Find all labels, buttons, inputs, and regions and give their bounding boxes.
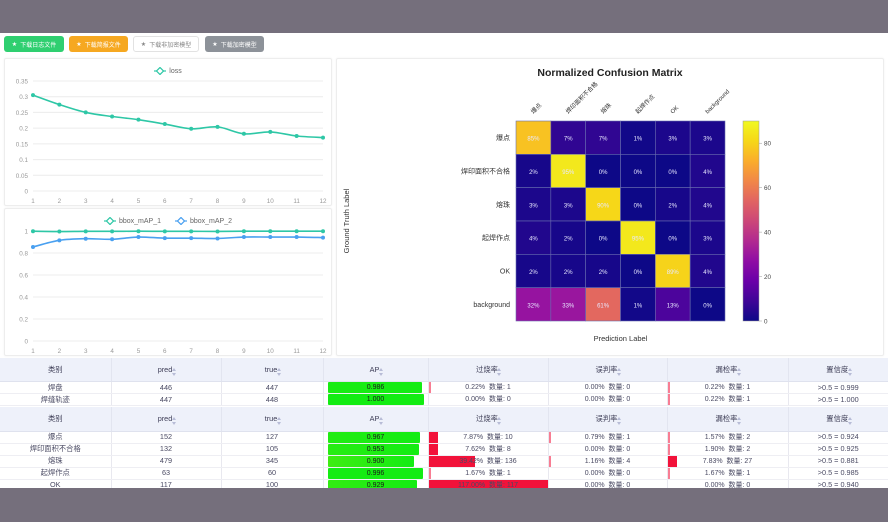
- svg-text:2%: 2%: [564, 237, 573, 243]
- svg-text:熔珠: 熔珠: [496, 200, 510, 209]
- svg-text:0: 0: [24, 339, 28, 346]
- svg-text:0%: 0%: [668, 170, 677, 176]
- svg-text:9: 9: [242, 198, 246, 205]
- svg-text:7%: 7%: [599, 137, 608, 143]
- svg-text:2%: 2%: [668, 203, 677, 209]
- svg-text:3%: 3%: [529, 203, 538, 209]
- svg-text:32%: 32%: [527, 303, 540, 309]
- svg-text:2%: 2%: [599, 270, 608, 276]
- svg-text:3: 3: [84, 198, 88, 205]
- svg-text:0.6: 0.6: [19, 273, 28, 280]
- svg-text:OK: OK: [670, 105, 680, 115]
- svg-text:1: 1: [31, 198, 35, 205]
- svg-text:95%: 95%: [632, 237, 645, 243]
- svg-text:1%: 1%: [634, 137, 643, 143]
- svg-text:5: 5: [137, 198, 141, 205]
- svg-text:95%: 95%: [562, 170, 575, 176]
- svg-text:2%: 2%: [564, 270, 573, 276]
- svg-text:0.2: 0.2: [19, 126, 28, 133]
- svg-text:20: 20: [764, 274, 772, 281]
- svg-text:焊印面积不合格: 焊印面积不合格: [564, 80, 599, 115]
- svg-text:7: 7: [189, 348, 193, 355]
- svg-text:33%: 33%: [562, 303, 575, 309]
- svg-text:60: 60: [764, 185, 772, 192]
- svg-text:1: 1: [31, 348, 35, 355]
- svg-text:background: background: [473, 302, 510, 309]
- svg-text:12: 12: [319, 198, 327, 205]
- svg-text:0: 0: [24, 189, 28, 196]
- svg-text:80: 80: [764, 141, 772, 148]
- svg-text:起焊作点: 起焊作点: [482, 233, 510, 242]
- svg-text:4: 4: [110, 348, 114, 355]
- svg-text:10: 10: [267, 348, 275, 355]
- svg-text:1%: 1%: [634, 303, 643, 309]
- svg-text:3%: 3%: [703, 237, 712, 243]
- svg-text:89%: 89%: [667, 270, 680, 276]
- svg-text:6: 6: [163, 198, 167, 205]
- svg-text:3%: 3%: [564, 203, 573, 209]
- svg-text:0.25: 0.25: [16, 110, 29, 117]
- svg-text:Ground Truth Label: Ground Truth Label: [342, 188, 351, 253]
- svg-text:0.3: 0.3: [19, 94, 28, 101]
- svg-text:爆点: 爆点: [529, 101, 543, 115]
- svg-text:12: 12: [319, 348, 327, 355]
- svg-text:2%: 2%: [529, 270, 538, 276]
- svg-text:3: 3: [84, 348, 88, 355]
- svg-text:7: 7: [189, 198, 193, 205]
- svg-text:11: 11: [293, 198, 300, 205]
- svg-text:起焊作点: 起焊作点: [634, 93, 657, 116]
- svg-text:1: 1: [24, 229, 28, 236]
- svg-text:3%: 3%: [703, 137, 712, 143]
- svg-text:40: 40: [764, 230, 772, 237]
- svg-text:2: 2: [58, 198, 62, 205]
- svg-text:5: 5: [137, 348, 141, 355]
- svg-text:焊印面积不合格: 焊印面积不合格: [461, 167, 510, 176]
- svg-text:4%: 4%: [703, 203, 712, 209]
- svg-text:4%: 4%: [529, 237, 538, 243]
- svg-text:8: 8: [216, 198, 220, 205]
- svg-text:85%: 85%: [527, 137, 540, 143]
- svg-text:3%: 3%: [668, 137, 677, 143]
- svg-text:OK: OK: [500, 269, 510, 276]
- svg-text:0.05: 0.05: [16, 173, 29, 180]
- svg-text:0.35: 0.35: [16, 79, 29, 86]
- svg-text:background: background: [705, 89, 731, 115]
- svg-text:7%: 7%: [564, 137, 573, 143]
- svg-text:4%: 4%: [703, 170, 712, 176]
- svg-text:0.4: 0.4: [19, 295, 28, 302]
- svg-text:0%: 0%: [599, 237, 608, 243]
- svg-text:13%: 13%: [667, 303, 680, 309]
- svg-text:0%: 0%: [634, 270, 643, 276]
- svg-text:10: 10: [267, 198, 275, 205]
- svg-text:2%: 2%: [529, 170, 538, 176]
- svg-text:61%: 61%: [597, 303, 610, 309]
- svg-text:4: 4: [110, 198, 114, 205]
- svg-text:Prediction Label: Prediction Label: [594, 334, 648, 343]
- svg-text:4%: 4%: [703, 270, 712, 276]
- svg-text:6: 6: [163, 348, 167, 355]
- svg-text:0.2: 0.2: [19, 317, 28, 324]
- svg-text:90%: 90%: [597, 203, 610, 209]
- svg-text:熔珠: 熔珠: [599, 101, 613, 115]
- svg-text:0%: 0%: [703, 303, 712, 309]
- svg-text:0.15: 0.15: [16, 141, 29, 148]
- svg-text:11: 11: [293, 348, 300, 355]
- svg-text:0%: 0%: [634, 170, 643, 176]
- svg-text:0%: 0%: [634, 203, 643, 209]
- svg-text:0.1: 0.1: [19, 157, 28, 164]
- svg-text:2: 2: [58, 348, 62, 355]
- svg-text:9: 9: [242, 348, 246, 355]
- svg-text:0.8: 0.8: [19, 251, 28, 258]
- svg-text:爆点: 爆点: [496, 133, 510, 142]
- svg-text:0%: 0%: [668, 237, 677, 243]
- svg-text:0: 0: [764, 319, 768, 326]
- svg-text:8: 8: [216, 348, 220, 355]
- svg-text:0%: 0%: [599, 170, 608, 176]
